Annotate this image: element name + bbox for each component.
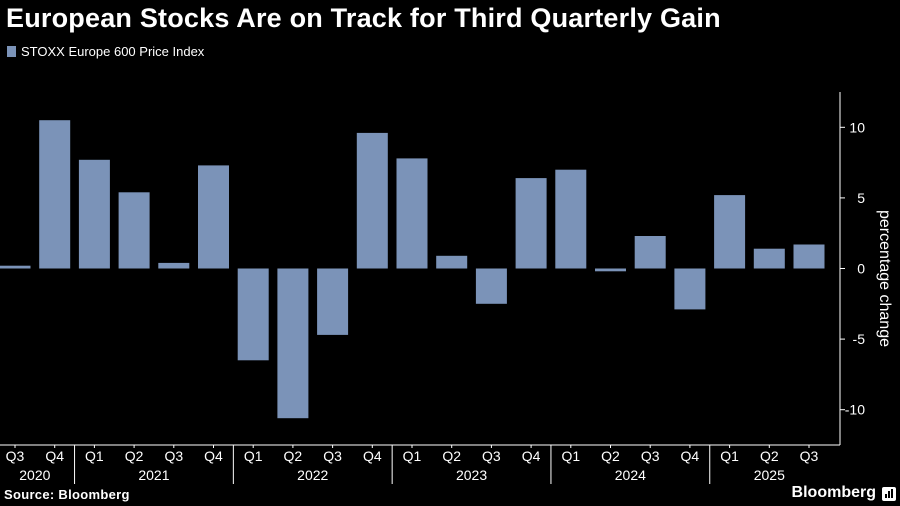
x-tick-label: Q2: [760, 448, 779, 464]
x-tick-label: Q4: [681, 448, 700, 464]
x-tick-label: Q3: [164, 448, 183, 464]
bar-q1-2022: [237, 268, 269, 361]
bar-q3-2023: [475, 268, 507, 304]
bar-q3-2021: [158, 262, 190, 269]
y-tick-label: 5: [857, 190, 865, 206]
x-tick-label: Q2: [284, 448, 303, 464]
brand-logo: Bloomberg: [791, 484, 876, 501]
bar-q1-2024: [555, 169, 587, 269]
y-tick-label: -10: [845, 402, 865, 418]
x-tick-label: Q1: [720, 448, 739, 464]
x-tick-label: Q3: [323, 448, 342, 464]
bar-q1-2025: [714, 195, 746, 269]
bar-q3-2024: [634, 236, 666, 269]
year-label: 2025: [754, 467, 785, 483]
legend-swatch: [7, 46, 16, 57]
x-tick-label: Q4: [204, 448, 223, 464]
y-axis-title: percentage change: [876, 210, 893, 347]
x-tick-label: Q2: [442, 448, 461, 464]
bar-q4-2021: [198, 165, 229, 269]
bar-q1-2021: [78, 159, 110, 269]
year-label: 2021: [138, 467, 169, 483]
bar-q4-2020: [39, 120, 71, 269]
bar-q4-2022: [356, 132, 388, 269]
y-tick-label: 10: [849, 119, 865, 135]
bar-q2-2022: [277, 268, 309, 419]
x-tick-label: Q1: [561, 448, 580, 464]
bar-q2-2024: [595, 268, 626, 272]
x-tick-label: Q1: [244, 448, 263, 464]
x-tick-label: Q3: [800, 448, 819, 464]
bar-q2-2025: [753, 248, 785, 269]
x-tick-label: Q4: [45, 448, 64, 464]
y-tick-label: 0: [857, 261, 865, 277]
year-label: 2024: [615, 467, 646, 483]
x-tick-label: Q2: [125, 448, 144, 464]
year-label: 2020: [19, 467, 50, 483]
x-tick-label: Q4: [522, 448, 541, 464]
chart-title: European Stocks Are on Track for Third Q…: [6, 3, 721, 33]
legend: STOXX Europe 600 Price Index: [7, 44, 204, 59]
legend-label: STOXX Europe 600 Price Index: [21, 44, 205, 59]
bar-q2-2021: [118, 192, 150, 269]
bar-q4-2023: [515, 178, 547, 269]
x-tick-label: Q3: [641, 448, 660, 464]
y-tick-label: -5: [853, 331, 866, 347]
x-tick-label: Q1: [85, 448, 104, 464]
year-label: 2023: [456, 467, 487, 483]
bar-q3-2020: [0, 265, 31, 269]
bar-q2-2023: [436, 255, 468, 269]
x-tick-label: Q3: [482, 448, 501, 464]
terminal-icon: [882, 487, 896, 501]
x-tick-label: Q1: [403, 448, 422, 464]
bar-q3-2022: [317, 268, 349, 335]
bar-q1-2023: [396, 158, 428, 269]
year-label: 2022: [297, 467, 328, 483]
x-tick-label: Q4: [363, 448, 382, 464]
x-tick-label: Q3: [6, 448, 25, 464]
bar-q3-2025: [793, 244, 825, 269]
x-tick-label: Q2: [601, 448, 620, 464]
bar-q4-2024: [674, 268, 706, 310]
source-note: Source: Bloomberg: [4, 487, 130, 502]
